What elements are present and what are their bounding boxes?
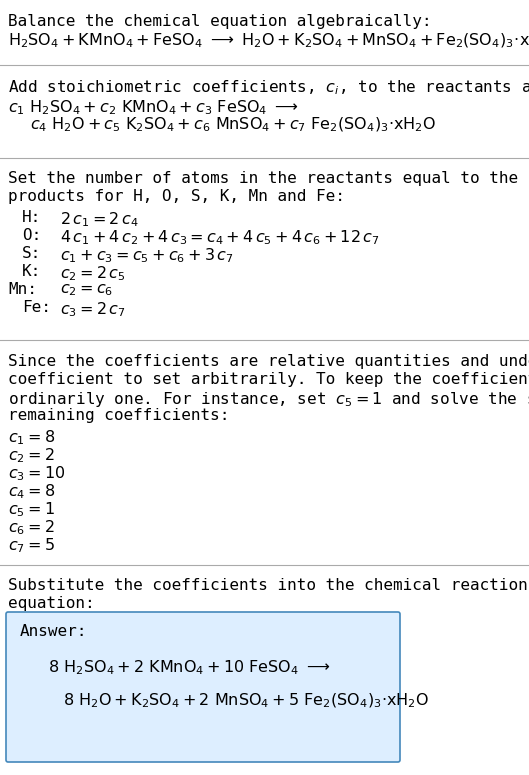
Text: $8\ \mathrm{H_2O} + \mathrm{K_2SO_4} + 2\ \mathrm{MnSO_4} + 5\ \mathrm{Fe_2(SO_4: $8\ \mathrm{H_2O} + \mathrm{K_2SO_4} + 2… [63,692,429,711]
Text: $2\,c_1 = 2\,c_4$: $2\,c_1 = 2\,c_4$ [60,210,139,229]
Text: Substitute the coefficients into the chemical reaction to obtain the balanced: Substitute the coefficients into the che… [8,578,529,593]
Text: O:: O: [22,228,41,243]
Text: $c_5 = 1$: $c_5 = 1$ [8,500,55,518]
Text: H:: H: [22,210,41,225]
Text: $c_4\ \mathrm{H_2O} + c_5\ \mathrm{K_2SO_4} + c_6\ \mathrm{MnSO_4} + c_7\ \mathr: $c_4\ \mathrm{H_2O} + c_5\ \mathrm{K_2SO… [30,116,436,134]
Text: Answer:: Answer: [20,624,87,639]
Text: $4\,c_1 + 4\,c_2 + 4\,c_3 = c_4 + 4\,c_5 + 4\,c_6 + 12\,c_7$: $4\,c_1 + 4\,c_2 + 4\,c_3 = c_4 + 4\,c_5… [60,228,380,246]
Text: $c_2 = 2$: $c_2 = 2$ [8,446,54,465]
Text: $c_3 = 2\,c_7$: $c_3 = 2\,c_7$ [60,300,126,319]
Text: $c_4 = 8$: $c_4 = 8$ [8,482,55,501]
Text: $c_1 + c_3 = c_5 + c_6 + 3\,c_7$: $c_1 + c_3 = c_5 + c_6 + 3\,c_7$ [60,246,234,265]
Text: $\mathrm{H_2SO_4 + KMnO_4 + FeSO_4 \ \longrightarrow \ H_2O + K_2SO_4 + MnSO_4 +: $\mathrm{H_2SO_4 + KMnO_4 + FeSO_4 \ \lo… [8,32,529,50]
Text: S:: S: [22,246,41,261]
Text: ordinarily one. For instance, set $c_5 = 1$ and solve the system of equations fo: ordinarily one. For instance, set $c_5 =… [8,390,529,409]
Text: Since the coefficients are relative quantities and underdetermined, choose a: Since the coefficients are relative quan… [8,354,529,369]
Text: equation:: equation: [8,596,95,611]
Text: $8\ \mathrm{H_2SO_4} + 2\ \mathrm{KMnO_4} + 10\ \mathrm{FeSO_4}\ \longrightarrow: $8\ \mathrm{H_2SO_4} + 2\ \mathrm{KMnO_4… [48,658,331,677]
Text: products for H, O, S, K, Mn and Fe:: products for H, O, S, K, Mn and Fe: [8,189,345,204]
Text: $c_2 = 2\,c_5$: $c_2 = 2\,c_5$ [60,264,125,283]
Text: coefficient to set arbitrarily. To keep the coefficients small, the arbitrary va: coefficient to set arbitrarily. To keep … [8,372,529,387]
Text: $c_6 = 2$: $c_6 = 2$ [8,518,54,537]
FancyBboxPatch shape [6,612,400,762]
Text: remaining coefficients:: remaining coefficients: [8,408,230,423]
Text: Fe:: Fe: [22,300,51,315]
Text: K:: K: [22,264,41,279]
Text: $c_2 = c_6$: $c_2 = c_6$ [60,282,113,298]
Text: $c_3 = 10$: $c_3 = 10$ [8,464,65,483]
Text: Add stoichiometric coefficients, $c_i$, to the reactants and products:: Add stoichiometric coefficients, $c_i$, … [8,78,529,97]
Text: Balance the chemical equation algebraically:: Balance the chemical equation algebraica… [8,14,432,29]
Text: $c_1\ \mathrm{H_2SO_4} + c_2\ \mathrm{KMnO_4} + c_3\ \mathrm{FeSO_4}\ \longright: $c_1\ \mathrm{H_2SO_4} + c_2\ \mathrm{KM… [8,98,299,117]
Text: $c_1 = 8$: $c_1 = 8$ [8,428,55,446]
Text: Mn:: Mn: [8,282,37,297]
Text: Set the number of atoms in the reactants equal to the number of atoms in the: Set the number of atoms in the reactants… [8,171,529,186]
Text: $c_7 = 5$: $c_7 = 5$ [8,536,55,555]
